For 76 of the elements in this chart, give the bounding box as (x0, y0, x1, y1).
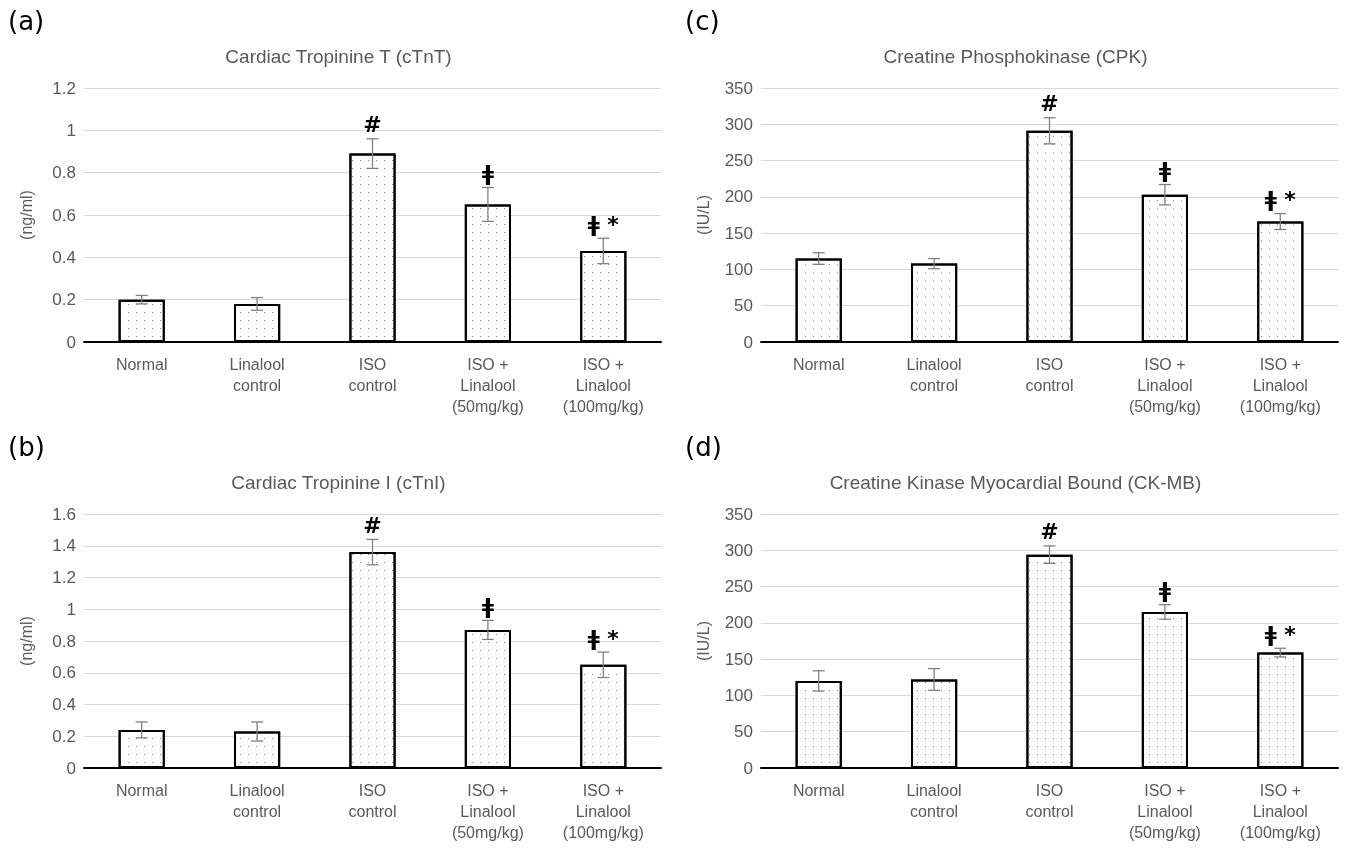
y-tick-label: 1 (66, 599, 76, 619)
annotation: # (363, 112, 382, 138)
y-axis-title: (IU/L) (694, 621, 712, 661)
y-tick-label: 0.8 (52, 163, 76, 183)
y-axis-title: (IU/L) (694, 195, 712, 235)
annotation: ǂ (1158, 578, 1171, 604)
chart-title: Creatine Phosphokinase (CPK) (883, 46, 1148, 67)
y-tick-label: 0.8 (52, 631, 76, 651)
x-tick-label: Linalool control (906, 782, 962, 820)
x-tick-label: Normal (792, 356, 845, 373)
x-tick-label: Normal (115, 356, 168, 373)
y-tick-label: 1.6 (52, 504, 76, 524)
x-tick-label: ISO + Linalool (50mg/kg) (1128, 356, 1201, 415)
y-tick-label: 300 (724, 540, 753, 560)
annotation: # (1040, 91, 1059, 117)
y-tick-label: 350 (724, 78, 753, 98)
x-tick-label: ISO + Linalool (50mg/kg) (451, 782, 524, 841)
y-tick-label: 0 (743, 758, 753, 778)
annotation: ǂ (1158, 158, 1171, 184)
annotation: ǂ (481, 593, 494, 619)
x-tick-label: ISO control (1025, 782, 1074, 820)
y-tick-label: 0 (66, 332, 76, 352)
y-tick-label: 0.6 (52, 663, 76, 683)
y-tick-label: 0.2 (52, 726, 76, 746)
y-tick-label: 1.2 (52, 568, 76, 587)
annotation: ǂ * (1264, 187, 1297, 213)
annotation: ǂ * (587, 625, 620, 651)
y-tick-label: 0.4 (52, 695, 76, 714)
x-tick-label: ISO control (348, 356, 397, 394)
text: (a) (8, 6, 45, 36)
x-tick-label: ISO control (1025, 356, 1074, 394)
x-tick-label: ISO + Linalool (100mg/kg) (1239, 782, 1321, 841)
x-tick-label: Normal (115, 782, 168, 799)
y-tick-label: 0.2 (52, 290, 76, 310)
y-tick-label: 0.6 (52, 205, 76, 225)
y-tick-label: 0 (66, 758, 76, 778)
y-tick-label: 1.2 (52, 78, 76, 98)
annotation: # (363, 512, 382, 538)
x-tick-label: Linalool control (229, 356, 285, 394)
annotation: ǂ (481, 160, 494, 186)
y-tick-label: 350 (724, 504, 753, 524)
y-tick-label: 1 (66, 120, 76, 140)
y-tick-label: 1.4 (52, 536, 76, 556)
chart-title: Cardiac Tropinine T (cTnT) (225, 46, 452, 67)
y-tick-label: 200 (724, 613, 753, 633)
x-tick-label: ISO + Linalool (100mg/kg) (562, 356, 644, 415)
y-axis-title: (ng/ml) (17, 616, 35, 666)
chart-title: Creatine Kinase Myocardial Bound (CK-MB) (829, 472, 1202, 493)
text: (d) (685, 432, 722, 462)
y-tick-label: 50 (734, 722, 753, 742)
y-tick-label: 300 (724, 114, 753, 134)
annotation: # (1040, 519, 1059, 545)
x-tick-label: ISO control (348, 782, 397, 820)
y-tick-label: 100 (724, 685, 753, 705)
y-tick-label: 100 (724, 259, 753, 279)
annotation: ǂ * (587, 211, 620, 237)
x-tick-label: ISO + Linalool (100mg/kg) (1239, 356, 1321, 415)
y-tick-label: 0 (743, 332, 753, 352)
y-tick-label: 0.4 (52, 247, 76, 267)
y-tick-label: 150 (724, 649, 753, 669)
x-tick-label: Normal (792, 782, 845, 799)
x-tick-label: Linalool control (229, 782, 285, 820)
annotation: ǂ * (1264, 621, 1297, 647)
y-tick-label: 200 (724, 187, 753, 207)
x-tick-label: Linalool control (906, 356, 962, 394)
y-tick-label: 50 (734, 296, 753, 316)
y-tick-label: 250 (724, 577, 753, 597)
y-tick-label: 150 (724, 223, 753, 243)
x-tick-label: ISO + Linalool (50mg/kg) (1128, 782, 1201, 841)
chart-title: Cardiac Tropinine I (cTnI) (231, 472, 446, 493)
x-tick-label: ISO + Linalool (50mg/kg) (451, 356, 524, 415)
text: (b) (8, 432, 45, 462)
y-tick-label: 250 (724, 151, 753, 171)
x-tick-label: ISO + Linalool (100mg/kg) (562, 782, 644, 841)
text: (c) (685, 6, 720, 36)
y-axis-title: (ng/ml) (17, 190, 35, 240)
